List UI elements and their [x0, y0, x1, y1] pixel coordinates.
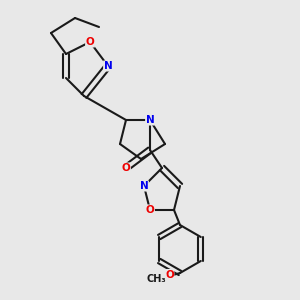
Text: O: O [165, 269, 174, 280]
Text: O: O [122, 163, 130, 173]
Text: CH₃: CH₃ [146, 274, 166, 284]
Text: O: O [146, 205, 154, 215]
Text: N: N [146, 115, 154, 125]
Text: O: O [85, 37, 94, 47]
Text: N: N [140, 181, 148, 191]
Text: N: N [103, 61, 112, 71]
